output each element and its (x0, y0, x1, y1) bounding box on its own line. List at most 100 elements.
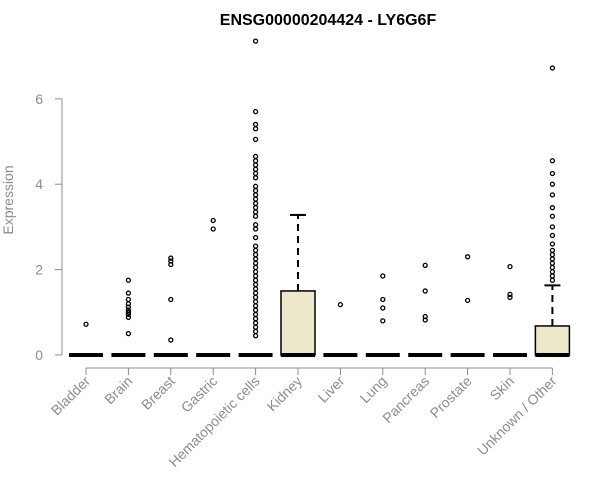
x-tick-label: Breast (138, 373, 178, 413)
outlier-point (252, 213, 259, 219)
outlier-point (252, 162, 259, 168)
outlier-point (252, 175, 259, 181)
outlier-point (252, 324, 259, 330)
outlier-point (549, 232, 556, 239)
outlier-point (549, 192, 556, 198)
outlier-point (422, 262, 428, 268)
outlier-point (380, 296, 386, 303)
outlier-point (464, 254, 471, 260)
box-group (365, 273, 400, 357)
outlier-point (380, 305, 386, 311)
box-group (450, 254, 485, 357)
boxes-layer (69, 38, 571, 357)
outlier-point (252, 166, 259, 172)
outlier-point (549, 205, 556, 211)
outlier-point (549, 252, 556, 258)
outlier-point (83, 321, 89, 327)
outlier-point (549, 170, 556, 177)
outlier-point (252, 277, 259, 283)
outlier-point (252, 153, 259, 160)
outlier-point (125, 296, 132, 303)
outlier-point (252, 222, 259, 228)
outlier-point (252, 316, 259, 322)
outlier-point (125, 307, 132, 313)
outlier-point (549, 277, 556, 283)
outlier-point (252, 264, 259, 271)
box-group (196, 217, 231, 357)
outlier-point (252, 269, 259, 275)
outlier-point (549, 181, 556, 187)
outlier-point (168, 255, 174, 261)
outlier-point (125, 314, 132, 321)
outlier-point (125, 290, 132, 296)
outlier-point (252, 320, 259, 326)
outlier-point (507, 263, 513, 270)
y-axis: 0 2 4 6 (35, 91, 63, 363)
outlier-point (252, 290, 259, 296)
outlier-point (252, 200, 259, 207)
y-tick-label: 2 (35, 262, 43, 278)
outlier-point (252, 158, 259, 164)
outlier-point (252, 38, 259, 44)
box-group (323, 301, 358, 357)
outlier-point (380, 318, 386, 324)
outlier-point (168, 258, 174, 264)
box-group (111, 277, 146, 357)
outlier-point (252, 234, 259, 241)
outlier-point (125, 330, 132, 337)
outlier-point (549, 264, 556, 271)
outlier-point (252, 192, 259, 198)
outlier-point (252, 247, 259, 254)
outlier-point (252, 187, 259, 194)
outlier-point (168, 337, 174, 343)
box-group (153, 255, 188, 357)
box (534, 325, 571, 356)
outlier-point (125, 309, 132, 315)
outlier-point (464, 297, 471, 303)
box-group (238, 38, 273, 357)
outlier-point (422, 313, 428, 320)
outlier-point (168, 296, 174, 303)
y-tick-label: 4 (35, 176, 43, 192)
outlier-point (549, 213, 556, 219)
outlier-point (422, 288, 428, 294)
box-group (493, 263, 527, 357)
outlier-point (252, 328, 259, 335)
outlier-point (549, 158, 556, 164)
y-axis-label: Expression (0, 165, 16, 234)
outlier-point (252, 243, 259, 249)
outlier-point (252, 252, 259, 258)
y-tick-label: 0 (35, 347, 43, 363)
box-group (69, 321, 103, 357)
x-tick-label: Skin (487, 373, 518, 404)
outlier-point (252, 196, 259, 202)
outlier-point (337, 301, 344, 308)
y-tick-label: 6 (35, 91, 43, 107)
outlier-point (549, 260, 556, 266)
outlier-point (252, 294, 259, 301)
x-tick-label: Pancreas (379, 373, 432, 426)
x-tick-label: Kidney (264, 373, 306, 415)
outlier-point (380, 273, 386, 279)
x-tick-label: Brain (101, 373, 135, 407)
outlier-point (252, 209, 259, 215)
x-tick-label: Bladder (48, 373, 94, 419)
outlier-point (549, 224, 556, 230)
outlier-point (125, 277, 132, 283)
outlier-point (125, 301, 132, 307)
outlier-point (549, 273, 556, 279)
outlier-point (252, 108, 259, 115)
outlier-point (549, 256, 556, 262)
outlier-point (252, 307, 259, 313)
outlier-point (252, 256, 259, 262)
outlier-point (252, 333, 259, 339)
outlier-point (252, 298, 259, 305)
outlier-point (252, 170, 259, 177)
outlier-point (507, 294, 513, 301)
x-tick-label: Prostate (427, 373, 475, 421)
outlier-point (252, 260, 259, 266)
outlier-point (252, 286, 259, 292)
